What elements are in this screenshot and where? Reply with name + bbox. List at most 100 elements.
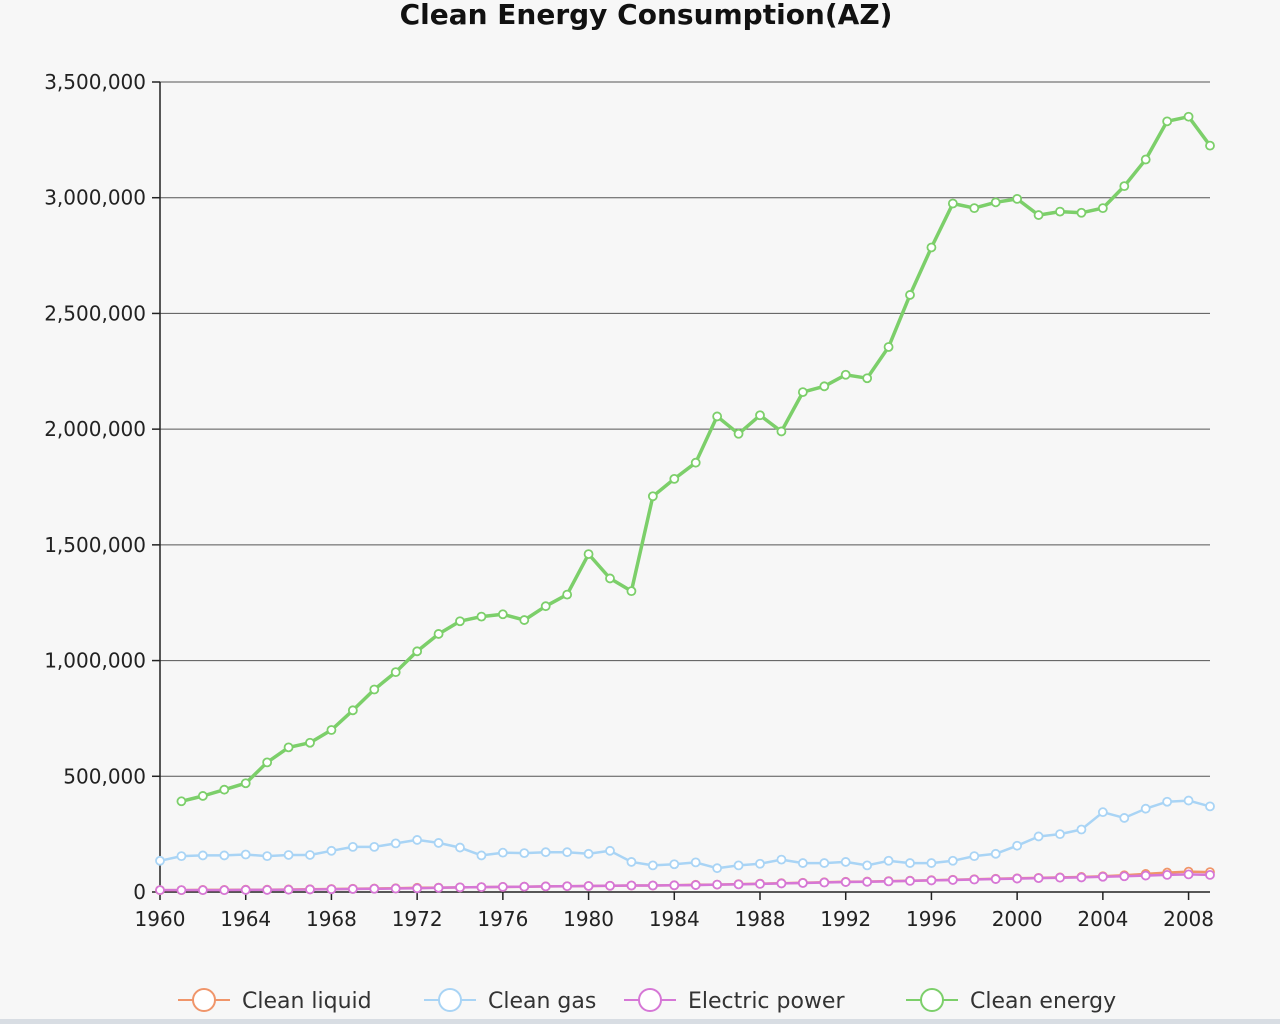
data-point[interactable] bbox=[476, 850, 487, 861]
data-point[interactable] bbox=[1012, 873, 1023, 884]
data-point[interactable] bbox=[412, 835, 423, 845]
data-point[interactable] bbox=[240, 778, 251, 789]
data-point[interactable] bbox=[219, 885, 230, 896]
data-point[interactable] bbox=[862, 373, 873, 384]
data-point[interactable] bbox=[905, 290, 915, 300]
data-point[interactable] bbox=[176, 796, 187, 807]
data-point[interactable] bbox=[305, 737, 315, 748]
data-point[interactable] bbox=[926, 242, 937, 253]
data-point[interactable] bbox=[305, 884, 315, 895]
data-point[interactable] bbox=[1033, 831, 1044, 842]
data-point[interactable] bbox=[755, 410, 765, 421]
data-point[interactable] bbox=[262, 851, 273, 862]
data-point[interactable] bbox=[369, 684, 380, 695]
data-point[interactable] bbox=[412, 883, 423, 894]
data-point[interactable] bbox=[797, 858, 808, 868]
data-point[interactable] bbox=[947, 198, 958, 209]
data-point[interactable] bbox=[969, 874, 980, 885]
data-point[interactable] bbox=[819, 381, 830, 392]
series-electric-power[interactable] bbox=[155, 869, 1215, 896]
data-point[interactable] bbox=[197, 885, 208, 896]
data-point[interactable] bbox=[797, 878, 808, 888]
data-point[interactable] bbox=[583, 848, 594, 859]
data-point[interactable] bbox=[990, 874, 1001, 884]
data-point[interactable] bbox=[1183, 795, 1194, 806]
data-point[interactable] bbox=[647, 860, 658, 871]
data-point[interactable] bbox=[733, 428, 744, 439]
data-point[interactable] bbox=[926, 858, 937, 868]
data-point[interactable] bbox=[1076, 824, 1087, 835]
data-point[interactable] bbox=[262, 885, 273, 895]
data-point[interactable] bbox=[1033, 210, 1044, 220]
data-point[interactable] bbox=[669, 880, 680, 891]
data-point[interactable] bbox=[519, 848, 530, 859]
data-point[interactable] bbox=[1076, 207, 1087, 218]
data-point[interactable] bbox=[1205, 140, 1215, 151]
data-point[interactable] bbox=[1140, 870, 1151, 881]
data-point[interactable] bbox=[1119, 813, 1130, 823]
data-point[interactable] bbox=[390, 667, 401, 678]
data-point[interactable] bbox=[519, 881, 530, 892]
data-point[interactable] bbox=[283, 884, 294, 895]
data-point[interactable] bbox=[1055, 872, 1065, 883]
data-point[interactable] bbox=[433, 629, 444, 639]
data-point[interactable] bbox=[540, 881, 551, 892]
data-point[interactable] bbox=[776, 878, 787, 889]
data-point[interactable] bbox=[840, 877, 851, 887]
data-point[interactable] bbox=[883, 855, 894, 866]
data-point[interactable] bbox=[283, 742, 294, 753]
data-point[interactable] bbox=[497, 882, 508, 892]
data-point[interactable] bbox=[369, 883, 380, 894]
data-point[interactable] bbox=[1055, 206, 1065, 217]
series-clean-energy[interactable] bbox=[176, 111, 1215, 807]
data-point[interactable] bbox=[562, 847, 573, 858]
data-point[interactable] bbox=[1183, 869, 1194, 880]
data-point[interactable] bbox=[1140, 803, 1151, 814]
data-point[interactable] bbox=[219, 784, 230, 795]
data-point[interactable] bbox=[347, 705, 358, 716]
data-point[interactable] bbox=[1012, 840, 1023, 851]
data-point[interactable] bbox=[755, 879, 765, 889]
data-point[interactable] bbox=[1055, 829, 1065, 840]
data-point[interactable] bbox=[476, 611, 487, 622]
data-point[interactable] bbox=[519, 615, 530, 625]
data-point[interactable] bbox=[883, 342, 894, 352]
data-point[interactable] bbox=[326, 725, 337, 735]
data-point[interactable] bbox=[712, 411, 723, 422]
data-point[interactable] bbox=[412, 646, 423, 657]
data-point[interactable] bbox=[690, 857, 701, 868]
data-point[interactable] bbox=[455, 842, 465, 853]
data-point[interactable] bbox=[797, 387, 808, 398]
data-point[interactable] bbox=[155, 855, 165, 866]
data-point[interactable] bbox=[755, 858, 765, 869]
data-point[interactable] bbox=[240, 885, 251, 895]
data-point[interactable] bbox=[326, 845, 337, 856]
data-point[interactable] bbox=[369, 841, 380, 852]
data-point[interactable] bbox=[840, 369, 851, 380]
data-point[interactable] bbox=[690, 880, 701, 890]
data-point[interactable] bbox=[626, 880, 637, 891]
data-point[interactable] bbox=[947, 855, 958, 866]
data-point[interactable] bbox=[1097, 807, 1108, 818]
data-point[interactable] bbox=[819, 877, 830, 888]
data-point[interactable] bbox=[1162, 116, 1173, 127]
data-point[interactable] bbox=[819, 858, 830, 868]
data-point[interactable] bbox=[905, 858, 915, 868]
data-point[interactable] bbox=[305, 850, 315, 860]
data-point[interactable] bbox=[605, 845, 615, 856]
data-point[interactable] bbox=[1012, 193, 1023, 204]
legend-item-clean-liquid[interactable]: Clean liquid bbox=[178, 988, 372, 1014]
data-point[interactable] bbox=[176, 851, 187, 862]
legend-item-clean-gas[interactable]: Clean gas bbox=[424, 988, 596, 1014]
data-point[interactable] bbox=[605, 880, 615, 891]
data-point[interactable] bbox=[712, 879, 723, 890]
data-point[interactable] bbox=[1097, 203, 1108, 214]
legend-item-clean-energy[interactable]: Clean energy bbox=[906, 988, 1116, 1014]
data-point[interactable] bbox=[497, 609, 508, 620]
data-point[interactable] bbox=[1097, 871, 1108, 882]
data-point[interactable] bbox=[562, 589, 573, 600]
data-point[interactable] bbox=[176, 885, 187, 896]
data-point[interactable] bbox=[476, 882, 487, 893]
data-point[interactable] bbox=[1119, 181, 1130, 192]
data-point[interactable] bbox=[690, 457, 701, 468]
